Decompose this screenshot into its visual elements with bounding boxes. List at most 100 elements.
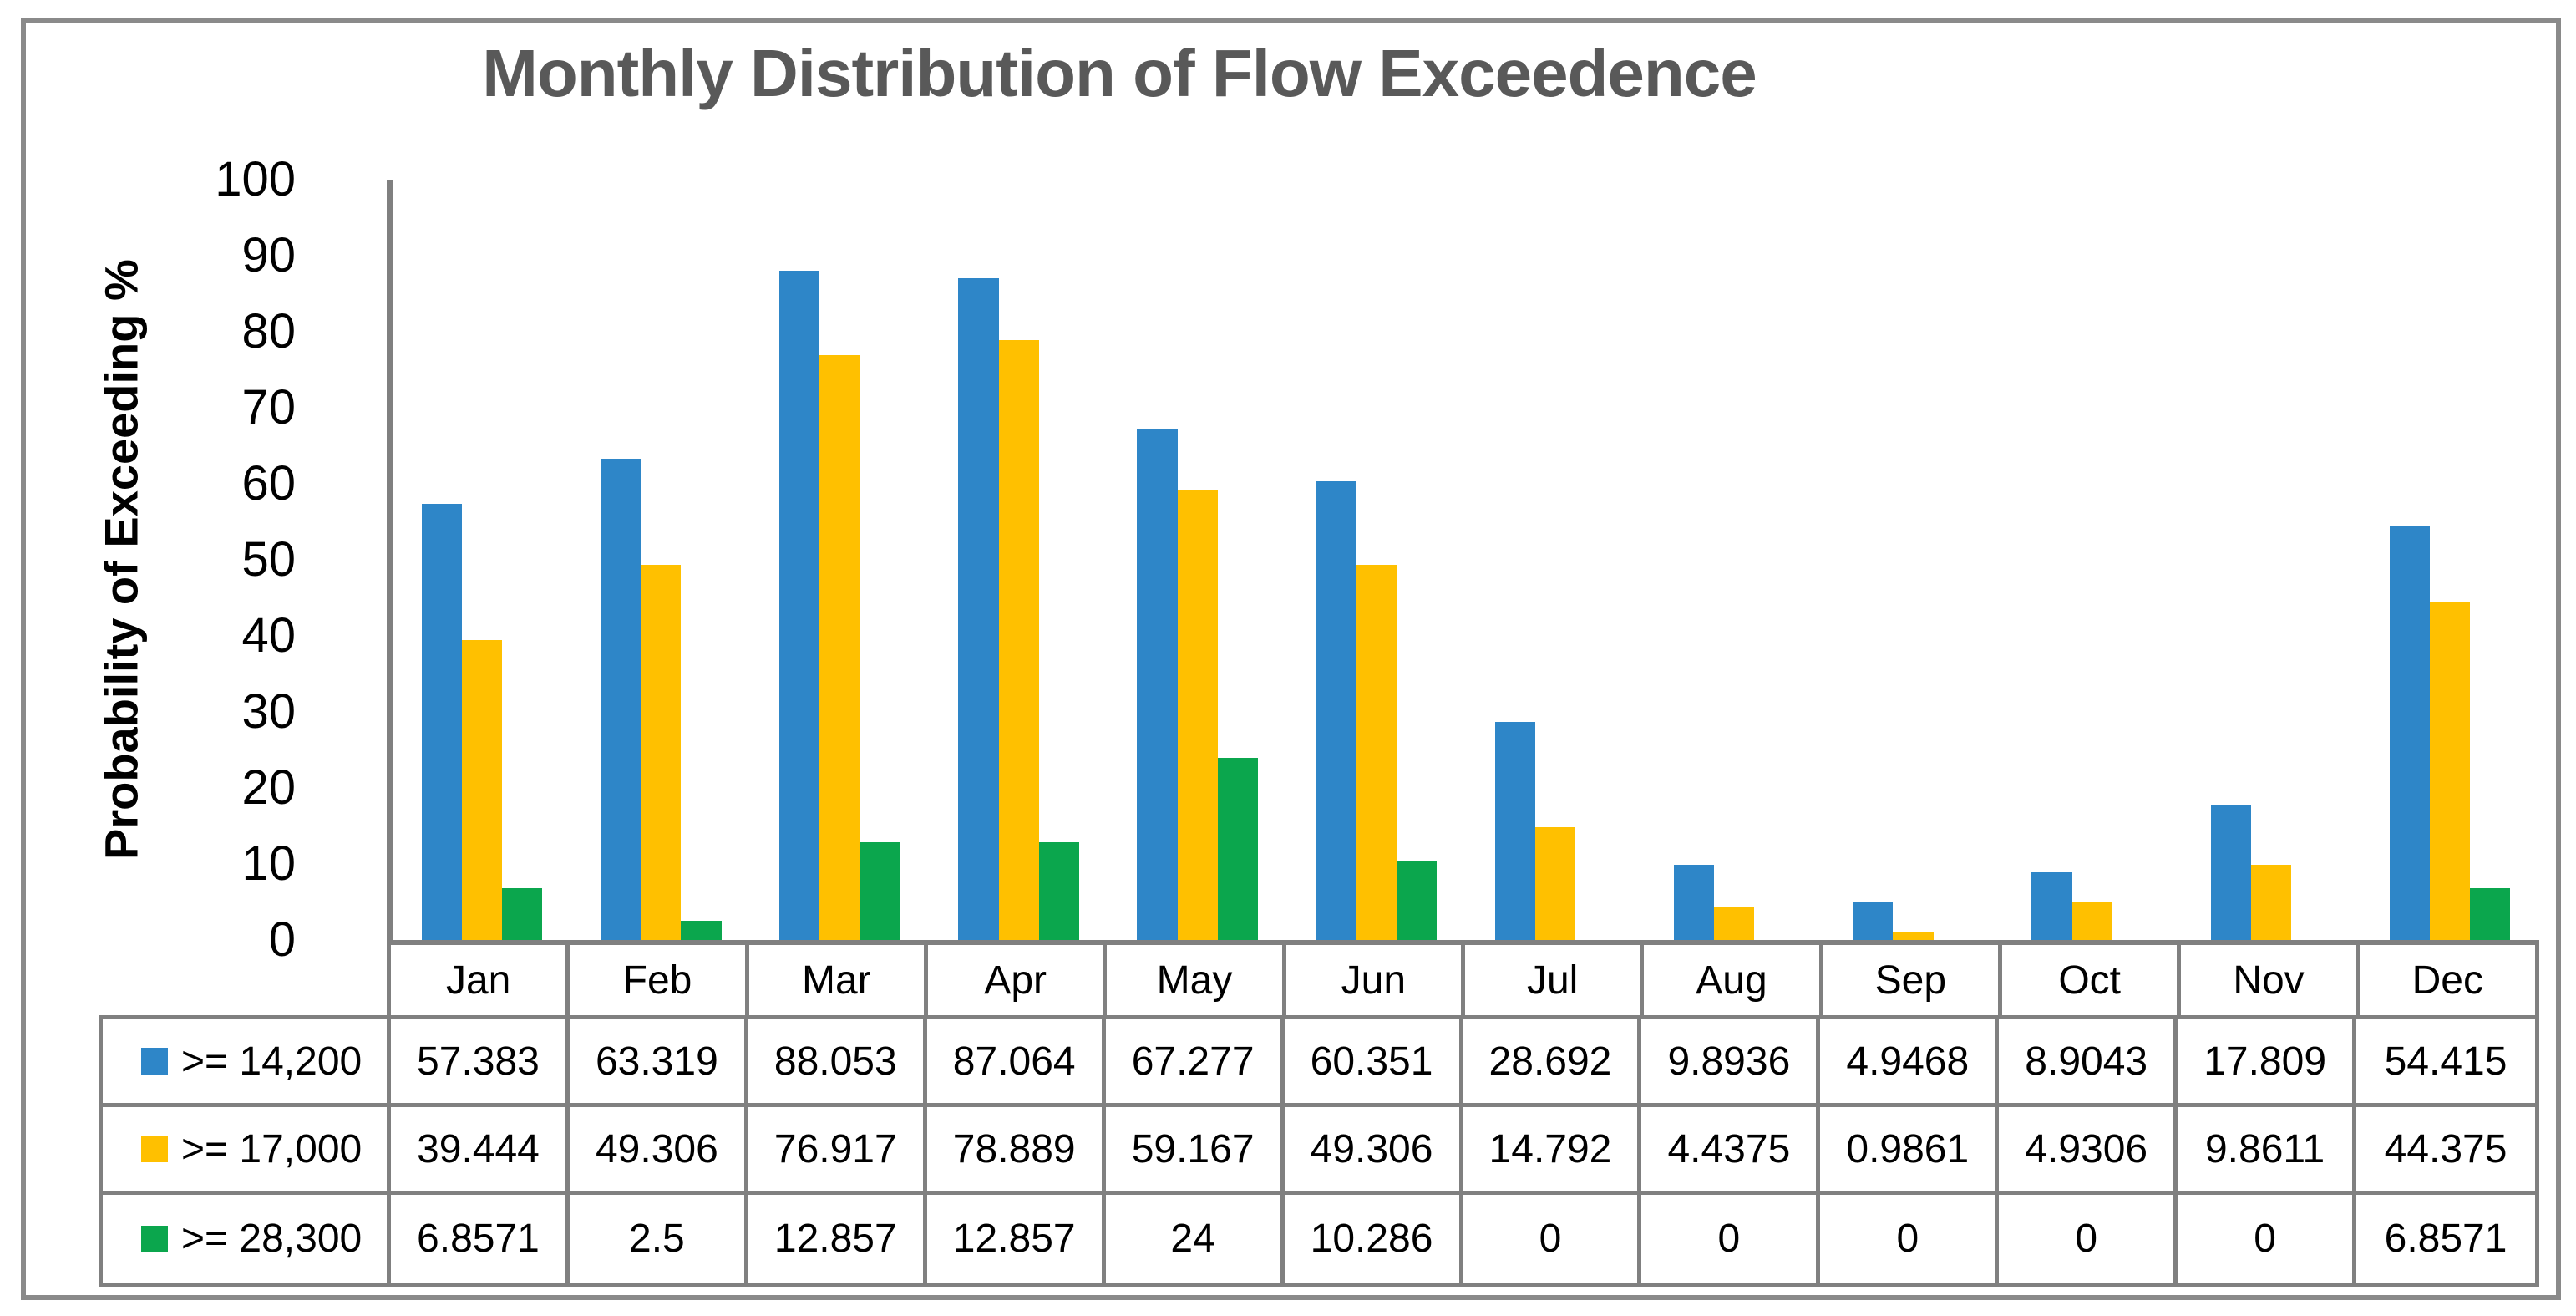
table-value-cell: 14.792: [1463, 1107, 1642, 1191]
month-header-cell: Apr: [923, 945, 1103, 1015]
month-header-cell: May: [1103, 945, 1282, 1015]
bar: [1494, 721, 1536, 940]
bar: [2389, 526, 2430, 940]
table-value-cell: 59.167: [1106, 1107, 1285, 1191]
bar: [1316, 480, 1356, 940]
bar-group-feb: [571, 180, 750, 940]
table-row: >= 17,000 39.444 49.306 76.917 78.889 59.167 4…: [103, 1107, 2535, 1195]
bar-group-apr: [930, 180, 1108, 940]
bar: [2071, 902, 2112, 940]
y-tick-label: 100: [215, 152, 296, 206]
table-value-cell: 12.857: [748, 1195, 927, 1283]
bar-group-jun: [1287, 180, 1466, 940]
plot-area: [387, 180, 2539, 940]
y-tick-label: 90: [241, 228, 296, 282]
bar: [1674, 864, 1715, 940]
table-value-cell: 6.8571: [391, 1195, 570, 1283]
series-label: >= 28,300: [181, 1217, 363, 1261]
y-tick-label: 30: [241, 684, 296, 739]
bar-group-mar: [750, 180, 929, 940]
month-header-cell: Oct: [1997, 945, 2178, 1015]
table-row: >= 28,300 6.8571 2.5 12.857 12.857 24 10.286 0 0…: [103, 1195, 2535, 1283]
y-tick-label: 20: [241, 760, 296, 815]
bar: [998, 340, 1039, 940]
table-value-cell: 24: [1106, 1195, 1285, 1283]
bar-group-jan: [393, 180, 571, 940]
table-value-cell: 2.5: [570, 1195, 748, 1283]
bar: [461, 640, 503, 940]
bar: [600, 458, 641, 940]
bar: [1397, 861, 1438, 940]
month-header-row: Jan Feb Mar Apr May Jun Jul Aug Sep Oct Nov Dec: [387, 940, 2539, 1015]
table-value-cell: 12.857: [927, 1195, 1106, 1283]
table-value-cell: 88.053: [748, 1019, 927, 1103]
table-value-cell: 78.889: [927, 1107, 1106, 1191]
bar-group-oct: [2003, 180, 2182, 940]
table-value-cell: 44.375: [2384, 1126, 2508, 1171]
bar-group-may: [1108, 180, 1287, 940]
y-tick-label: 60: [241, 456, 296, 511]
table-value-cell: 28.692: [1463, 1019, 1642, 1103]
legend-key-icon: [141, 1048, 168, 1075]
figure-border: [21, 18, 2561, 1300]
bar: [502, 887, 543, 940]
month-header-cell: Aug: [1640, 945, 1819, 1015]
month-header-cell: Jul: [1460, 945, 1640, 1015]
bar: [421, 503, 462, 940]
bar: [1853, 902, 1894, 940]
chart-title: Monthly Distribution of Flow Exceedence: [482, 36, 1757, 110]
bar: [1356, 565, 1397, 940]
y-tick-label: 10: [241, 836, 296, 891]
bar: [1137, 428, 1178, 940]
month-header-cell: Jan: [387, 945, 566, 1015]
table-value-cell: 0: [1463, 1195, 1642, 1283]
table-value-cell: 57.383: [391, 1019, 570, 1103]
bar: [819, 355, 860, 940]
table-value-cell: 0.9861: [1820, 1107, 2000, 1191]
series-label: >= 17,000: [181, 1126, 363, 1171]
bar: [1714, 906, 1755, 940]
table-value-cell: 39.444: [391, 1107, 570, 1191]
bar: [779, 270, 820, 940]
bar: [1038, 842, 1079, 940]
month-header-cell: Dec: [2355, 945, 2535, 1015]
bar: [2210, 804, 2251, 940]
table-value-cell: 0: [1820, 1195, 2000, 1283]
bar: [681, 921, 722, 940]
table-value-cell: 4.9468: [1820, 1019, 2000, 1103]
bar: [2031, 871, 2072, 940]
table-value-cell: 49.306: [570, 1107, 748, 1191]
table-value-cell: 0: [1641, 1195, 1821, 1283]
legend-cell: >= 17,000: [103, 1107, 391, 1191]
bar-group-nov: [2182, 180, 2360, 940]
legend-cell: >= 28,300: [103, 1195, 391, 1283]
table-value-cell: 63.319: [570, 1019, 748, 1103]
y-axis-tick-labels: 100 90 80 70 60 50 40 30 20 10 0: [150, 155, 342, 965]
month-header-cell: Nov: [2177, 945, 2356, 1015]
table-value-cell: 54.415: [2384, 1039, 2508, 1084]
table-value-cell: 8.9043: [1999, 1019, 2178, 1103]
table-value-cell: 4.9306: [1999, 1107, 2178, 1191]
bar: [1535, 827, 1576, 940]
table-row: >= 14,200 57.383 63.319 88.053 87.064 67.277 6…: [103, 1019, 2535, 1107]
table-value-cell: 0: [2178, 1195, 2357, 1283]
table-value-cell: 76.917: [748, 1107, 927, 1191]
bar-groups: [393, 180, 2539, 940]
table-value-cell: 17.809: [2178, 1019, 2357, 1103]
month-header-cell: Jun: [1281, 945, 1461, 1015]
table-value-cell: 10.286: [1285, 1195, 1463, 1283]
y-tick-label: 80: [241, 304, 296, 358]
bar-group-jul: [1466, 180, 1645, 940]
bar: [2470, 887, 2511, 940]
table-value-cell: 9.8936: [1641, 1019, 1821, 1103]
y-tick-label: 50: [241, 532, 296, 587]
table-value-cell: 9.8611: [2178, 1107, 2357, 1191]
bar: [958, 277, 999, 940]
bar-group-sep: [1823, 180, 2002, 940]
y-tick-label: 70: [241, 380, 296, 434]
y-tick-label: 40: [241, 608, 296, 663]
table-value-cell: 67.277: [1106, 1019, 1285, 1103]
table-value-cell: 87.064: [927, 1019, 1106, 1103]
bar: [1177, 490, 1218, 940]
table-value-cell: 49.306: [1285, 1107, 1463, 1191]
